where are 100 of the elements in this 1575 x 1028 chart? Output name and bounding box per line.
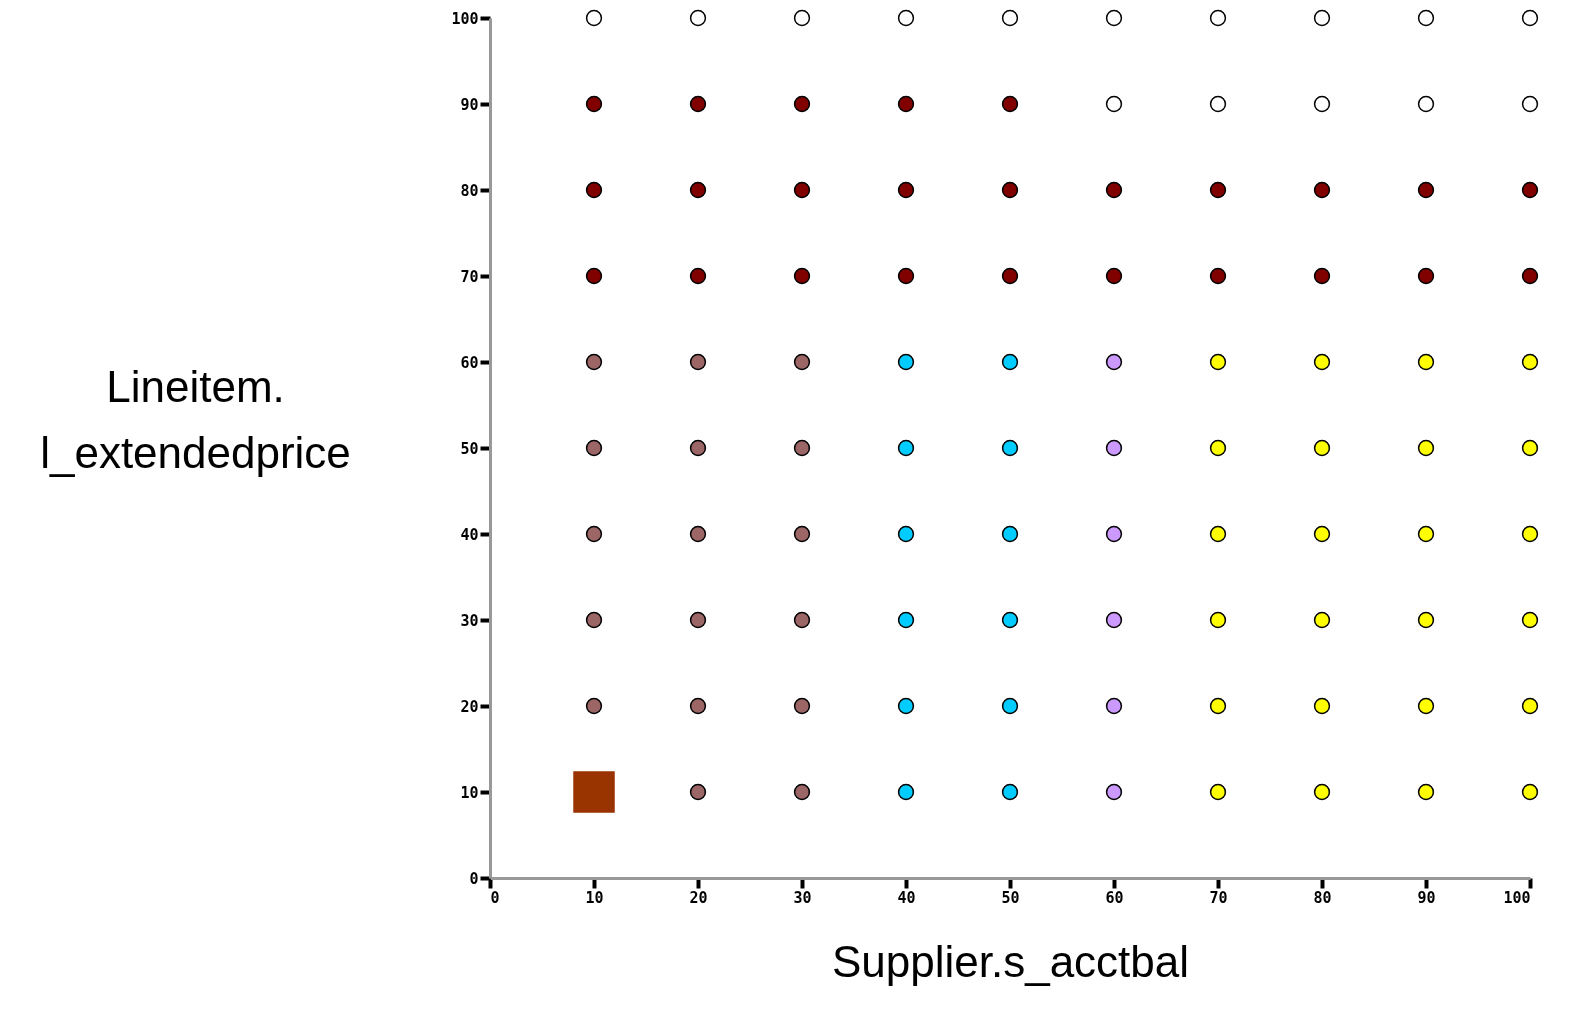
point [1521, 697, 1539, 715]
point [1521, 181, 1539, 199]
point [1417, 611, 1435, 629]
point [585, 9, 603, 27]
point [1105, 783, 1123, 801]
point [897, 9, 915, 27]
point [1001, 439, 1019, 457]
point [793, 611, 811, 629]
point [1417, 439, 1435, 457]
x-tick-label: 100 [1503, 888, 1531, 907]
x-tick-label: 50 [1001, 888, 1020, 907]
point [1313, 697, 1331, 715]
point [1521, 611, 1539, 629]
point [1001, 525, 1019, 543]
point [1105, 181, 1123, 199]
point [1105, 267, 1123, 285]
point [585, 353, 603, 371]
x-tick-label: 0 [490, 888, 500, 907]
point [689, 181, 707, 199]
point [585, 525, 603, 543]
point [585, 611, 603, 629]
point [689, 353, 707, 371]
y-tick-label: 70 [460, 267, 479, 286]
point [1001, 611, 1019, 629]
point [1521, 267, 1539, 285]
point [1001, 353, 1019, 371]
point [1209, 783, 1227, 801]
y-tick-label: 100 [451, 9, 479, 28]
y-tick-label: 60 [460, 353, 479, 372]
y-tick-label: 20 [460, 697, 479, 716]
point [585, 439, 603, 457]
point [1105, 353, 1123, 371]
point [1001, 95, 1019, 113]
y-tick-label: 40 [460, 525, 479, 544]
point [897, 783, 915, 801]
point [1001, 267, 1019, 285]
point [689, 9, 707, 27]
y-tick-label: 0 [469, 869, 479, 888]
point [1313, 267, 1331, 285]
point [897, 353, 915, 371]
point [1209, 353, 1227, 371]
point [689, 439, 707, 457]
x-tick-label: 80 [1313, 888, 1332, 907]
x-tick-label: 10 [585, 888, 604, 907]
point [1105, 95, 1123, 113]
point [1521, 439, 1539, 457]
point [793, 353, 811, 371]
point [1105, 611, 1123, 629]
x-tick-label: 60 [1105, 888, 1124, 907]
point [1521, 9, 1539, 27]
point [1313, 783, 1331, 801]
x-tick-label: 20 [689, 888, 708, 907]
point [1209, 181, 1227, 199]
point [689, 783, 707, 801]
point [793, 439, 811, 457]
point [897, 181, 915, 199]
point [1313, 353, 1331, 371]
point [1105, 525, 1123, 543]
x-tick-label: 30 [793, 888, 812, 907]
point [793, 181, 811, 199]
y-axis-title: Lineitem. l_extendedprice [40, 361, 351, 477]
point [1313, 611, 1331, 629]
point [897, 525, 915, 543]
y-tick-label: 90 [460, 95, 479, 114]
point [1209, 9, 1227, 27]
point [1417, 525, 1435, 543]
point [1417, 697, 1435, 715]
point [1521, 95, 1539, 113]
x-axis-title: Supplier.s_acctbal [831, 936, 1190, 986]
point [1001, 697, 1019, 715]
point [1521, 783, 1539, 801]
point [793, 95, 811, 113]
point [689, 267, 707, 285]
point [793, 783, 811, 801]
point [793, 267, 811, 285]
point [1313, 95, 1331, 113]
x-tick-label: 40 [897, 888, 916, 907]
point [1209, 95, 1227, 113]
point [573, 771, 615, 813]
point [1521, 525, 1539, 543]
point [1001, 9, 1019, 27]
point [1521, 353, 1539, 371]
point [1001, 783, 1019, 801]
point [1105, 697, 1123, 715]
y-tick-label: 50 [460, 439, 479, 458]
point [1313, 9, 1331, 27]
point [689, 95, 707, 113]
point [897, 439, 915, 457]
point [689, 697, 707, 715]
point [1313, 181, 1331, 199]
point [1209, 697, 1227, 715]
y-tick-label: 30 [460, 611, 479, 630]
x-tick-label: 90 [1417, 888, 1436, 907]
point [897, 95, 915, 113]
point [1209, 525, 1227, 543]
point [1417, 181, 1435, 199]
point [1105, 439, 1123, 457]
point [897, 697, 915, 715]
point [1417, 267, 1435, 285]
point [1417, 783, 1435, 801]
